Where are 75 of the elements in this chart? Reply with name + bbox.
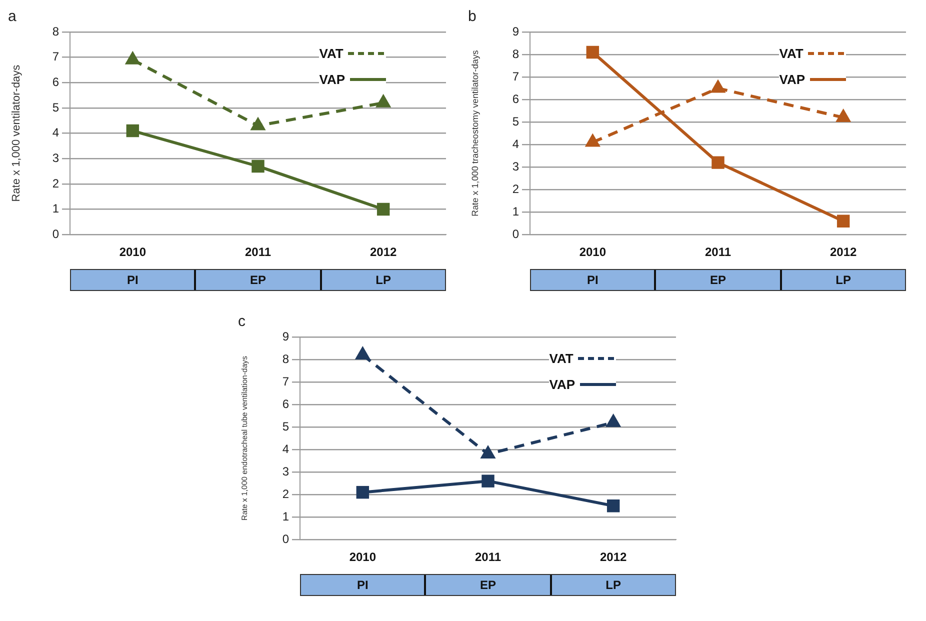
legend-label: VAP (549, 376, 575, 392)
legend-label: VAT (779, 46, 804, 60)
point (710, 79, 726, 93)
point (354, 346, 370, 360)
point (606, 414, 622, 428)
x-tick-label: 2012 (830, 245, 858, 260)
y-tick-label: 8 (52, 24, 60, 38)
legend-label: VAP (779, 72, 805, 86)
y-tick-label: 9 (512, 24, 520, 38)
legend-label: VAT (319, 46, 344, 60)
x-tick-label: 2010 (579, 245, 606, 260)
point (836, 214, 850, 228)
y-tick-label: 8 (282, 352, 290, 366)
y-tick-label: 1 (282, 509, 290, 524)
chart-title: b (468, 8, 476, 26)
y-tick-label: 2 (282, 486, 290, 501)
x-tick-label: 2011 (474, 550, 502, 564)
point (376, 202, 390, 216)
y-tick-label: 1 (512, 204, 520, 218)
y-tick-label: 9 (282, 329, 290, 344)
text: EP (654, 270, 780, 290)
point (126, 124, 140, 138)
y-axis-title: Rate x 1,000 tracheostomy ventilator-days (470, 50, 480, 216)
y-tick-label: 8 (512, 46, 520, 61)
y-tick-label: 0 (512, 226, 520, 241)
text: LP (780, 270, 905, 290)
point (376, 94, 392, 108)
x-tick-label: 2010 (349, 550, 376, 564)
y-axis-title: Rate x 1,000 ventilator-days (10, 64, 23, 202)
text: LP (320, 270, 445, 290)
y-tick-label: 3 (512, 159, 520, 174)
text: PI (71, 270, 194, 290)
legend-label: VAP (319, 72, 345, 86)
y-tick-label: 5 (52, 100, 60, 114)
y-tick-label: 2 (52, 176, 60, 190)
y-tick-label: 5 (512, 114, 520, 128)
y-tick-label: 6 (52, 74, 60, 89)
y-tick-label: 6 (512, 92, 520, 106)
y-tick-label: 7 (282, 374, 290, 388)
y-tick-label: 3 (282, 464, 290, 478)
point (250, 116, 266, 130)
text: PI (301, 575, 424, 595)
point (606, 499, 620, 512)
text: PI (531, 270, 654, 290)
y-tick-label: 2 (512, 182, 520, 196)
y-tick-label: 7 (52, 50, 60, 64)
y-tick-label: 5 (282, 419, 290, 434)
chart-title: a (8, 8, 17, 26)
point (124, 50, 140, 64)
chart-title: c (238, 313, 246, 330)
y-tick-label: 3 (52, 150, 60, 165)
y-tick-label: 1 (52, 202, 60, 216)
point (712, 156, 724, 169)
y-tick-label: 6 (282, 396, 290, 411)
x-tick-label: 2011 (244, 245, 272, 260)
point (480, 445, 496, 459)
point (356, 486, 370, 499)
y-tick-label: 4 (512, 136, 520, 151)
y-tick-label: 4 (282, 442, 290, 456)
x-tick-label: 2012 (600, 550, 628, 564)
point (584, 133, 600, 147)
point (836, 108, 852, 122)
x-tick-label: 2012 (370, 245, 398, 260)
text: EP (194, 270, 320, 290)
x-tick-label: 2011 (704, 245, 732, 260)
y-tick-label: 0 (52, 226, 60, 241)
text: LP (550, 575, 675, 595)
x-tick-label: 2010 (119, 245, 146, 260)
legend-label: VAT (549, 350, 574, 366)
y-tick-label: 0 (282, 532, 290, 546)
text: EP (424, 575, 550, 595)
point (252, 160, 264, 173)
y-tick-label: 4 (52, 126, 60, 140)
point (482, 474, 494, 488)
y-tick-label: 7 (512, 69, 520, 84)
